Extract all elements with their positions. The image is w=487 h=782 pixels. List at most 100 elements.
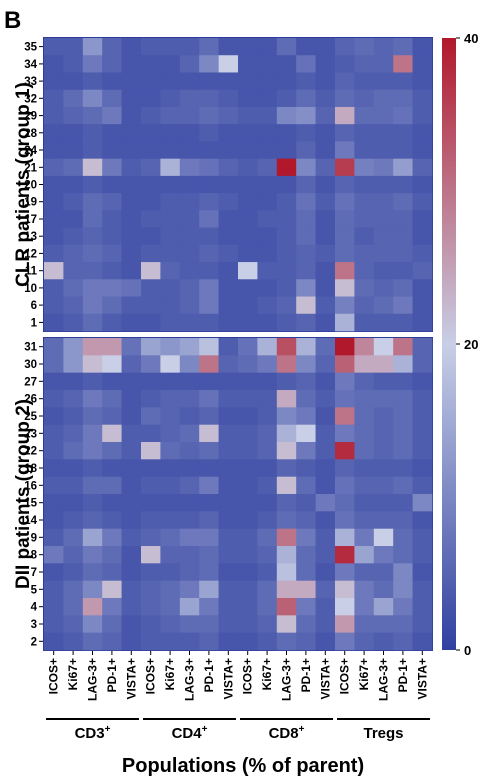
heatmap-cell [354, 580, 375, 599]
heatmap-cell [412, 459, 433, 477]
heatmap-cell [354, 442, 375, 460]
heatmap-cell [257, 372, 278, 391]
row-label: 6 [31, 300, 37, 312]
heatmap-cell [354, 615, 375, 633]
heatmap-cell [160, 459, 181, 477]
column-label: Ki67+ [260, 658, 274, 690]
heatmap-cell [63, 210, 84, 228]
heatmap-cell [335, 313, 355, 332]
heatmap-cell [296, 372, 316, 391]
heatmap-cell [102, 372, 122, 391]
column-labels: ICOS+ Ki67+ LAG-3+ PD-1+ VISTA+ ICOS+ Ki67+ LAG… [47, 651, 429, 701]
heatmap-cell [257, 390, 278, 408]
row-label: 22 [24, 446, 37, 458]
heatmap-cell [141, 563, 161, 581]
heatmap-cell [412, 563, 433, 581]
heatmap-cell [296, 158, 316, 177]
heatmap-cell [218, 313, 239, 332]
heatmap-cell [335, 279, 355, 297]
heatmap-cell [354, 193, 375, 211]
heatmap-cell [199, 580, 219, 599]
heatmap-cell [82, 615, 103, 633]
heatmap-cell [315, 407, 336, 425]
heatmap-cell [257, 141, 278, 159]
group-label: CD3+ [75, 724, 111, 742]
heatmap-cell [393, 632, 413, 651]
heatmap-cell [102, 528, 122, 547]
heatmap-cell [63, 563, 84, 581]
heatmap-cell [412, 296, 433, 315]
heatmap-cell [296, 244, 316, 263]
heatmap-cell [121, 89, 142, 108]
heatmap-cell [121, 106, 142, 125]
heatmap-cell [82, 580, 103, 599]
heatmap-cell [141, 141, 161, 159]
heatmap-cell [218, 279, 239, 297]
heatmap-cell [199, 89, 219, 108]
heatmap-cell [141, 296, 161, 315]
heatmap-cell [102, 262, 122, 280]
heatmap-cell [218, 193, 239, 211]
heatmap-cell [218, 372, 239, 391]
row-label: 12 [24, 248, 37, 260]
heatmap-cell [238, 72, 258, 91]
heatmap-cell [315, 528, 336, 547]
heatmap-cell [121, 563, 142, 581]
heatmap-cell [315, 141, 336, 159]
heatmap-cell [315, 72, 336, 91]
heatmap-cell [296, 72, 316, 91]
heatmap-cell [412, 546, 433, 564]
heatmap-cell [63, 72, 84, 91]
heatmap-cell [257, 528, 278, 547]
heatmap-cell [82, 355, 103, 373]
heatmap-cell [296, 598, 316, 616]
heatmap-cell [412, 141, 433, 159]
heatmap-cell [393, 494, 413, 512]
heatmap-cell [199, 279, 219, 297]
heatmap-cell [102, 227, 122, 246]
heatmap-cell [82, 89, 103, 108]
heatmap-cell [276, 546, 297, 564]
heatmap-cell [373, 476, 394, 495]
heatmap-cell [218, 72, 239, 91]
heatmap-cell [335, 72, 355, 91]
heatmap-cell [412, 390, 433, 408]
row-label: 35 [24, 42, 37, 54]
heatmap-cell [296, 615, 316, 633]
heatmap-cell [238, 494, 258, 512]
heatmap-cell [44, 106, 64, 125]
heatmap-cell [335, 459, 355, 477]
heatmap-cell [121, 424, 142, 443]
heatmap-cell [199, 632, 219, 651]
heatmap-cell [82, 598, 103, 616]
heatmap-cell [315, 424, 336, 443]
panel-title: DII patients (group 2) [13, 399, 34, 589]
heatmap-cell [296, 390, 316, 408]
heatmap-cell [354, 38, 375, 56]
heatmap-cell [257, 632, 278, 651]
heatmap-cell [393, 262, 413, 280]
heatmap-cell [141, 244, 161, 263]
heatmap-cell [63, 390, 84, 408]
heatmap-cell [160, 528, 181, 547]
heatmap-cell [102, 442, 122, 460]
heatmap-cell [141, 390, 161, 408]
heatmap-cell [276, 390, 297, 408]
heatmap-cell [335, 407, 355, 425]
heatmap-cell [44, 580, 64, 599]
heatmap-cell [179, 227, 200, 246]
heatmap-cell [141, 511, 161, 529]
heatmap-cell [102, 598, 122, 616]
heatmap-cell [218, 546, 239, 564]
heatmap-cell [218, 442, 239, 460]
heatmap-cell [102, 338, 122, 356]
heatmap-cell [44, 546, 64, 564]
row-label: 28 [24, 128, 37, 140]
heatmap-cell [276, 296, 297, 315]
heatmap-cell [412, 89, 433, 108]
heatmap-cell [102, 390, 122, 408]
heatmap-cell [63, 175, 84, 194]
heatmap-cell [335, 210, 355, 228]
heatmap-cell [160, 407, 181, 425]
heatmap-cell [63, 580, 84, 599]
